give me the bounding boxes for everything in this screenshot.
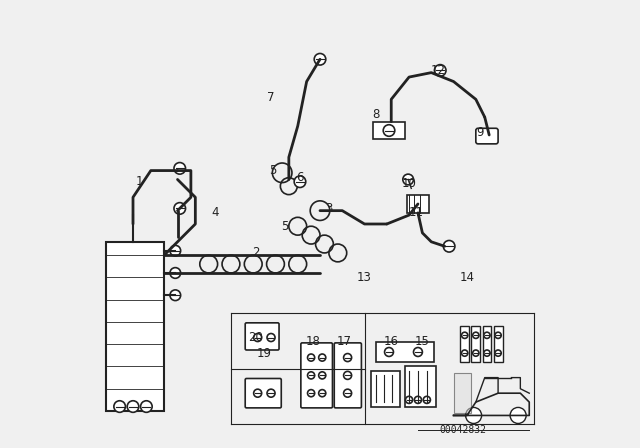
Text: 5: 5 — [281, 220, 288, 233]
Bar — [454, 373, 472, 413]
Circle shape — [484, 332, 490, 338]
Circle shape — [267, 333, 275, 341]
Bar — [460, 327, 469, 362]
Circle shape — [385, 348, 394, 357]
Bar — [371, 371, 400, 406]
Circle shape — [170, 290, 180, 301]
Circle shape — [267, 389, 275, 397]
Text: 14: 14 — [460, 271, 474, 284]
Circle shape — [403, 174, 413, 185]
Bar — [483, 327, 492, 362]
Circle shape — [174, 202, 186, 214]
Text: 17: 17 — [337, 336, 352, 349]
Circle shape — [308, 354, 315, 361]
Text: 4: 4 — [212, 207, 219, 220]
Text: 13: 13 — [357, 271, 372, 284]
FancyBboxPatch shape — [334, 343, 362, 408]
Bar — [376, 342, 433, 362]
Circle shape — [253, 389, 262, 397]
Text: 7: 7 — [268, 90, 275, 103]
Circle shape — [308, 390, 315, 397]
Circle shape — [413, 348, 422, 357]
Circle shape — [319, 390, 326, 397]
Circle shape — [344, 353, 351, 362]
Circle shape — [510, 407, 526, 423]
Circle shape — [461, 332, 468, 338]
Text: 18: 18 — [306, 336, 321, 349]
Circle shape — [114, 401, 125, 412]
Circle shape — [170, 267, 180, 278]
Text: 00042832: 00042832 — [439, 426, 486, 435]
Circle shape — [141, 401, 152, 412]
Circle shape — [461, 350, 468, 356]
Circle shape — [174, 163, 186, 174]
Text: 8: 8 — [372, 108, 380, 121]
Circle shape — [319, 372, 326, 379]
Text: 9: 9 — [477, 126, 484, 139]
Bar — [404, 366, 436, 406]
Text: 3: 3 — [325, 202, 333, 215]
FancyBboxPatch shape — [476, 128, 498, 144]
Circle shape — [344, 389, 351, 397]
Circle shape — [406, 396, 413, 404]
Circle shape — [444, 241, 455, 252]
FancyBboxPatch shape — [245, 323, 279, 350]
Bar — [493, 327, 502, 362]
Circle shape — [294, 176, 306, 188]
Circle shape — [308, 372, 315, 379]
Circle shape — [253, 333, 262, 341]
Text: 6: 6 — [296, 171, 304, 184]
FancyBboxPatch shape — [245, 379, 281, 408]
Circle shape — [495, 350, 501, 356]
Circle shape — [127, 401, 139, 412]
Bar — [373, 121, 404, 139]
Text: 10: 10 — [402, 177, 417, 190]
Text: 2: 2 — [252, 246, 259, 259]
Circle shape — [484, 350, 490, 356]
Circle shape — [495, 332, 501, 338]
Bar — [407, 195, 429, 213]
Circle shape — [435, 65, 446, 76]
Circle shape — [170, 246, 180, 256]
Text: 15: 15 — [415, 336, 430, 349]
Bar — [106, 242, 164, 411]
Text: 5: 5 — [269, 164, 277, 177]
Circle shape — [423, 396, 431, 404]
Bar — [472, 327, 480, 362]
Circle shape — [383, 125, 395, 136]
FancyBboxPatch shape — [301, 343, 332, 408]
Text: 19: 19 — [257, 347, 272, 360]
Circle shape — [319, 354, 326, 361]
Circle shape — [473, 332, 479, 338]
Text: 11: 11 — [408, 207, 423, 220]
Text: 16: 16 — [384, 336, 399, 349]
Circle shape — [473, 350, 479, 356]
Circle shape — [465, 407, 482, 423]
Text: 20: 20 — [248, 331, 263, 344]
Circle shape — [344, 371, 351, 379]
Circle shape — [314, 53, 326, 65]
Text: 1: 1 — [136, 175, 143, 188]
Text: 12: 12 — [431, 64, 445, 77]
Circle shape — [414, 396, 422, 404]
